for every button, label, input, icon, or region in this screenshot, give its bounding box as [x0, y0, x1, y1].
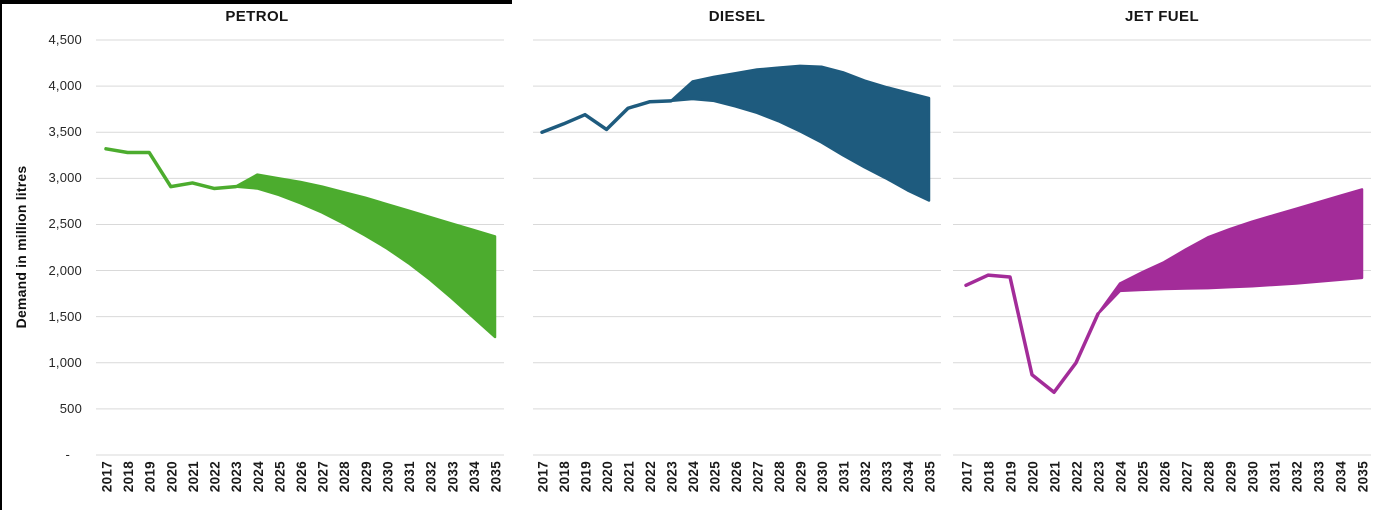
x-tick-label: 2028: [1202, 461, 1217, 492]
x-tick-label: 2019: [579, 461, 594, 492]
x-tick-label: 2032: [858, 461, 873, 492]
x-tick-label: 2028: [772, 461, 787, 492]
history-line: [104, 147, 238, 191]
y-tick-label: 4,000: [48, 78, 82, 94]
x-tick-label: 2034: [467, 461, 482, 492]
x-tick-label: 2029: [1224, 461, 1239, 492]
x-tick-label: 2020: [1026, 461, 1041, 492]
chart-title-petrol: PETROL: [225, 8, 289, 25]
x-tick-label: 2024: [1114, 461, 1129, 492]
history-line: [964, 273, 1100, 395]
history-line: [540, 99, 673, 134]
x-tick-label: 2026: [1158, 461, 1173, 492]
x-tick-label: 2025: [708, 461, 723, 492]
x-tick-label: 2032: [424, 461, 439, 492]
x-tick-label: 2032: [1290, 461, 1305, 492]
diesel-plot: 2017 2018 2019 2020 2021 2022 2023 2024 2025 2026…: [533, 39, 941, 492]
x-tick-label: 2017: [100, 461, 115, 492]
x-tick-label: 2035: [489, 461, 504, 492]
x-tick-label: 2026: [294, 461, 309, 492]
x-tick-label: 2021: [186, 461, 201, 492]
x-tick-label: 2020: [600, 461, 615, 492]
scenario-band: [669, 64, 931, 202]
scenario-band: [234, 173, 497, 339]
x-tick-label: 2033: [880, 461, 895, 492]
y-tick-label: 2,000: [48, 262, 82, 278]
x-tick-label: 2024: [686, 461, 701, 492]
x-tick-label: 2027: [1180, 461, 1195, 492]
chart-title-jetfuel: JET FUEL: [1124, 8, 1200, 25]
x-tick-label: 2026: [729, 461, 744, 492]
y-tick-label: 1,500: [48, 308, 82, 324]
x-tick-label: 2019: [1004, 461, 1019, 492]
x-tick-label: 2023: [229, 461, 244, 492]
x-tick-label: 2017: [960, 461, 975, 492]
y-tick-label: 1,000: [48, 354, 82, 370]
y-tick-label: -: [65, 447, 70, 462]
x-tick-label: 2022: [643, 461, 658, 492]
x-tick-label: 2031: [837, 461, 852, 492]
y-tick-label: 500: [59, 400, 82, 416]
x-tick-label: 2025: [272, 461, 287, 492]
x-tick-label: 2022: [208, 461, 223, 492]
x-tick-label: 2034: [1334, 461, 1349, 492]
x-tick-label: 2029: [359, 461, 374, 492]
petrol-plot: 2017 2018 2019 2020 2021 2022 2023 2024 2025 2026…: [96, 39, 504, 492]
y-tick-label: 4,500: [48, 32, 82, 47]
x-tick-label: 2034: [901, 461, 916, 492]
x-tick-label: 2025: [1136, 461, 1151, 492]
y-tick-label: 2,500: [48, 216, 82, 232]
x-tick-label: 2023: [665, 461, 680, 492]
chart-petrol: PETROL 2017 2018 2019 2020 2021 2022 2023 2024 2…: [96, 0, 504, 510]
x-tick-label: 2031: [402, 461, 417, 492]
x-tick-label: 2033: [1312, 461, 1327, 492]
scenario-band: [1096, 188, 1364, 316]
chart-diesel: DIESEL 2017 2018 2019 2020 2021 2022 2023 2024 2…: [533, 0, 941, 510]
x-tick-label: 2030: [380, 461, 395, 492]
x-tick-label: 2018: [982, 461, 997, 492]
jetfuel-plot: 2017 2018 2019 2020 2021 2022 2023 2024 2025 2026…: [953, 39, 1371, 492]
chart-jetfuel: JET FUEL 2017 2018 2019 2020 2021 2022 2023 202…: [953, 0, 1371, 510]
chart-title-diesel: DIESEL: [708, 8, 766, 25]
x-tick-label: 2027: [751, 461, 766, 492]
x-tick-label: 2029: [794, 461, 809, 492]
x-tick-label: 2017: [536, 461, 551, 492]
x-tick-label: 2030: [815, 461, 830, 492]
left-border-line: [0, 0, 2, 510]
x-tick-label: 2022: [1070, 461, 1085, 492]
x-tick-label: 2021: [1048, 461, 1063, 492]
x-tick-label: 2028: [337, 461, 352, 492]
x-tick-label: 2018: [121, 461, 136, 492]
x-tick-label: 2027: [316, 461, 331, 492]
x-tick-label: 2018: [557, 461, 572, 492]
y-tick-label: 3,000: [48, 170, 82, 186]
x-tick-label: 2021: [622, 461, 637, 492]
y-axis-ticks: 4,500 4,000 3,500 3,000 2,500 2,000 1,500 1,000…: [0, 0, 82, 510]
x-tick-label: 2019: [143, 461, 158, 492]
x-tick-label: 2023: [1092, 461, 1107, 492]
x-tick-label: 2020: [164, 461, 179, 492]
y-tick-label: 3,500: [48, 124, 82, 140]
x-tick-label: 2035: [923, 461, 938, 492]
x-tick-label: 2031: [1268, 461, 1283, 492]
top-border-line: [0, 0, 512, 4]
x-tick-label: 2024: [251, 461, 266, 492]
x-tick-label: 2033: [445, 461, 460, 492]
x-tick-label: 2035: [1356, 461, 1371, 492]
x-tick-label: 2030: [1246, 461, 1261, 492]
